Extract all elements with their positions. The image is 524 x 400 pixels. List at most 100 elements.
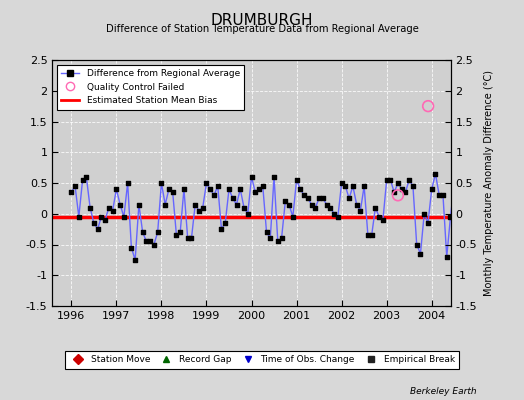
Point bbox=[112, 186, 121, 192]
Point bbox=[225, 186, 233, 192]
Point bbox=[330, 210, 339, 217]
Point bbox=[510, 235, 519, 242]
Point bbox=[375, 214, 384, 220]
Point bbox=[74, 214, 83, 220]
Text: Berkeley Earth: Berkeley Earth bbox=[410, 387, 477, 396]
Point bbox=[183, 235, 192, 242]
Point bbox=[476, 177, 485, 183]
Point bbox=[228, 195, 237, 202]
Point bbox=[214, 183, 222, 189]
Point bbox=[367, 232, 376, 238]
Point bbox=[353, 201, 361, 208]
Point bbox=[303, 195, 312, 202]
Point bbox=[465, 198, 474, 205]
Point bbox=[311, 204, 320, 211]
Point bbox=[308, 201, 316, 208]
Point bbox=[450, 180, 458, 186]
Point bbox=[360, 183, 368, 189]
Point bbox=[371, 204, 379, 211]
Point bbox=[180, 186, 188, 192]
Point bbox=[461, 186, 470, 192]
Point bbox=[79, 177, 87, 183]
Point bbox=[258, 183, 267, 189]
Point bbox=[356, 208, 365, 214]
Point bbox=[131, 257, 139, 263]
Point bbox=[326, 204, 334, 211]
Point bbox=[150, 241, 158, 248]
Point bbox=[232, 201, 241, 208]
Point bbox=[319, 195, 327, 202]
Point bbox=[401, 189, 410, 196]
Point bbox=[82, 174, 91, 180]
Point bbox=[334, 214, 342, 220]
Point bbox=[165, 186, 173, 192]
Point bbox=[281, 198, 289, 205]
Point bbox=[210, 192, 218, 198]
Point bbox=[420, 210, 429, 217]
Point bbox=[503, 186, 511, 192]
Point bbox=[454, 174, 462, 180]
Point bbox=[473, 189, 481, 196]
Point bbox=[506, 183, 515, 189]
Point bbox=[154, 229, 162, 235]
Point bbox=[202, 180, 211, 186]
Point bbox=[86, 204, 94, 211]
Point bbox=[142, 238, 150, 245]
Point bbox=[405, 177, 413, 183]
Point bbox=[439, 192, 447, 198]
Point bbox=[514, 238, 522, 245]
Point bbox=[484, 183, 492, 189]
Point bbox=[116, 201, 124, 208]
Point bbox=[172, 232, 181, 238]
Point bbox=[341, 183, 350, 189]
Point bbox=[270, 174, 278, 180]
Point bbox=[135, 201, 143, 208]
Point bbox=[492, 103, 500, 109]
Point bbox=[277, 235, 286, 242]
Point bbox=[499, 192, 507, 198]
Point bbox=[263, 229, 271, 235]
Point bbox=[416, 250, 424, 257]
Point bbox=[206, 186, 214, 192]
Point bbox=[169, 189, 177, 196]
Point bbox=[124, 180, 132, 186]
Point bbox=[247, 174, 256, 180]
Point bbox=[176, 229, 184, 235]
Point bbox=[138, 229, 147, 235]
Point bbox=[412, 241, 421, 248]
Point bbox=[90, 220, 98, 226]
Point bbox=[394, 192, 402, 198]
Text: Difference of Station Temperature Data from Regional Average: Difference of Station Temperature Data f… bbox=[105, 24, 419, 34]
Point bbox=[379, 217, 387, 223]
Point bbox=[195, 208, 203, 214]
Point bbox=[457, 186, 466, 192]
Point bbox=[345, 195, 353, 202]
Point bbox=[394, 180, 402, 186]
Point bbox=[292, 177, 301, 183]
Point bbox=[97, 214, 105, 220]
Point bbox=[187, 235, 195, 242]
Point bbox=[244, 210, 252, 217]
Point bbox=[435, 192, 443, 198]
Point bbox=[480, 180, 488, 186]
Point bbox=[127, 244, 136, 251]
Point bbox=[409, 183, 417, 189]
Point bbox=[428, 186, 436, 192]
Point bbox=[240, 204, 248, 211]
Point bbox=[266, 235, 275, 242]
Point bbox=[424, 220, 432, 226]
Point bbox=[315, 195, 323, 202]
Point bbox=[443, 254, 451, 260]
Point bbox=[383, 177, 391, 183]
Point bbox=[119, 214, 128, 220]
Point bbox=[255, 186, 263, 192]
Point bbox=[390, 189, 398, 196]
Point bbox=[199, 204, 207, 211]
Point bbox=[146, 238, 155, 245]
Point bbox=[488, 201, 496, 208]
Point bbox=[424, 103, 432, 109]
Y-axis label: Monthly Temperature Anomaly Difference (°C): Monthly Temperature Anomaly Difference (… bbox=[484, 70, 494, 296]
Point bbox=[446, 214, 455, 220]
Point bbox=[364, 232, 372, 238]
Point bbox=[191, 201, 200, 208]
